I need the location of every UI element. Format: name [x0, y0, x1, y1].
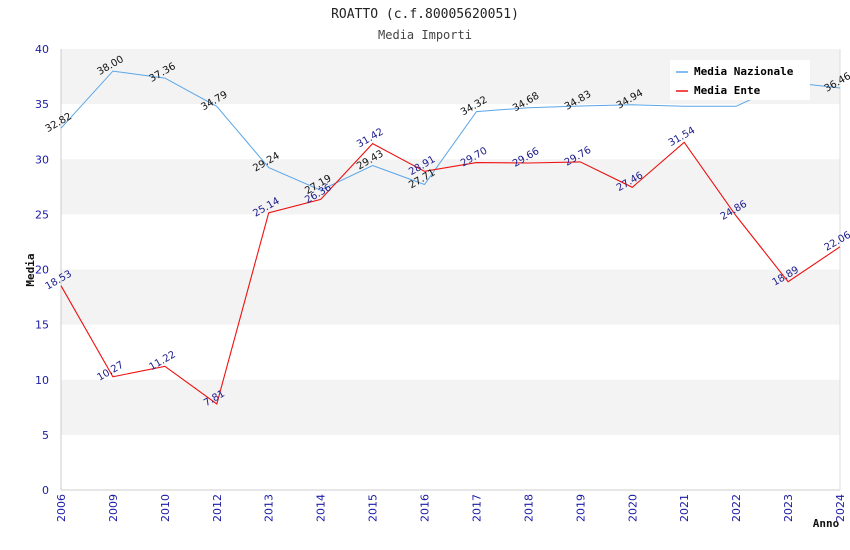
legend-box	[670, 60, 810, 100]
y-tick-label: 0	[42, 484, 49, 497]
y-tick-label: 20	[35, 264, 49, 277]
series-line-ente	[60, 141, 841, 405]
x-tick-label: 2009	[107, 494, 120, 522]
y-tick-label: 30	[35, 153, 49, 166]
x-tick-label: 2015	[367, 494, 380, 522]
y-tick-label: 40	[35, 43, 49, 56]
grid-band	[61, 159, 840, 215]
chart-subtitle: Media Importi	[378, 28, 472, 42]
grid-bands	[60, 49, 841, 491]
x-tick-label: 2020	[626, 494, 639, 522]
series-line-nazionale	[60, 70, 841, 191]
y-axis-label: Media	[24, 253, 37, 286]
x-tick-label: 2014	[315, 494, 328, 522]
legend-label-nazionale: Media Nazionale	[694, 65, 794, 78]
x-tick-label: 2010	[159, 494, 172, 522]
x-tick-label: 2022	[730, 494, 743, 522]
data-label-ente: 31.54	[667, 125, 697, 149]
y-tick-label: 35	[35, 98, 49, 111]
x-tick-label: 2006	[55, 494, 68, 522]
x-tick-label: 2021	[678, 494, 691, 522]
x-tick-label: 2024	[834, 494, 847, 522]
grid-band	[61, 379, 840, 435]
grid-band	[61, 269, 840, 325]
legend-label-ente: Media Ente	[694, 84, 761, 97]
series-lines	[60, 70, 841, 405]
y-tick-label: 5	[42, 429, 49, 442]
x-tick-label: 2017	[470, 494, 483, 522]
data-label-nazionale: 32.82	[44, 111, 74, 135]
data-label-ente: 11.22	[147, 349, 177, 373]
data-label-ente: 22.06	[823, 230, 850, 254]
x-tick-label: 2019	[574, 494, 587, 522]
x-tick-label: 2016	[419, 494, 432, 522]
y-tick-label: 15	[35, 319, 49, 332]
y-tick-label: 25	[35, 208, 49, 221]
x-tick-label: 2012	[211, 494, 224, 522]
chart-title: ROATTO (c.f.80005620051)	[331, 7, 519, 22]
x-axis-label: Anno	[813, 517, 840, 530]
y-tick-label: 10	[35, 374, 49, 387]
legend: Media Nazionale Media Ente	[670, 60, 810, 100]
x-tick-label: 2023	[782, 494, 795, 522]
x-tick-label: 2013	[263, 494, 276, 522]
x-tick-label: 2018	[522, 494, 535, 522]
y-axis-ticks: 0 5 10 15 20 25 30 35 40	[35, 43, 49, 497]
x-axis-ticks: 2006 2009 2010 2012 2013 2014 2015 2016 2017 2018…	[55, 494, 847, 522]
